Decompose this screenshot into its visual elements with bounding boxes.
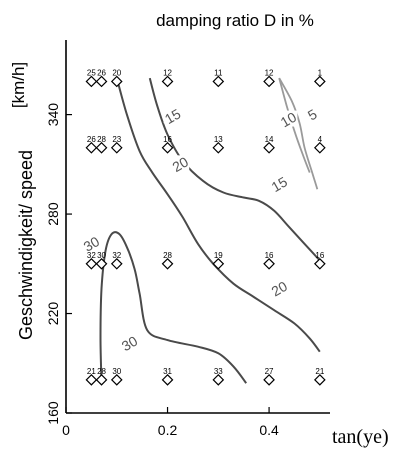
point-value-label: 27 <box>265 367 274 376</box>
point-marker <box>313 373 326 386</box>
point-value-label: 14 <box>265 135 274 144</box>
point-value-label: 4 <box>318 135 323 144</box>
point-value-label: 19 <box>214 251 223 260</box>
point-marker <box>95 373 108 386</box>
contour-label-30: 30 <box>81 233 103 255</box>
point-marker <box>161 75 174 88</box>
contour-line-20 <box>115 77 321 353</box>
point-value-label: 16 <box>315 251 324 260</box>
point-marker <box>110 257 123 270</box>
y-tick-label: 160 <box>45 401 61 425</box>
point-marker <box>313 75 326 88</box>
point-marker <box>313 257 326 270</box>
contour-label-backdrop <box>120 334 139 351</box>
x-tick-label: 0 <box>62 422 70 438</box>
measurement-points: 25 26 20 12 11 12 126 28 23 16 13 14 432 30 32 28 19 16 16… <box>85 68 326 386</box>
x-tick-label: 0.4 <box>259 422 279 438</box>
point-value-label: 26 <box>87 135 96 144</box>
point-marker <box>263 257 275 270</box>
point-marker <box>263 373 275 386</box>
point-marker <box>212 75 225 88</box>
point-marker <box>110 75 123 88</box>
point-value-label: 16 <box>265 251 274 260</box>
point-value-label: 30 <box>112 367 121 376</box>
point-value-label: 28 <box>163 251 172 260</box>
point-value-label: 1 <box>318 68 323 77</box>
x-tick-label: 0.2 <box>158 422 178 438</box>
contour-line-10 <box>278 77 311 173</box>
point-marker <box>95 257 108 270</box>
point-value-label: 12 <box>163 68 172 77</box>
contour-label-10: 10 <box>278 109 300 131</box>
y-tick-label: 220 <box>45 302 61 326</box>
chart-title: damping ratio D in % <box>156 11 314 30</box>
y-tick-label: 280 <box>45 202 61 226</box>
x-axis-label: tan(ye) <box>332 426 389 448</box>
contour-label-backdrop <box>303 105 322 122</box>
point-value-label: 26 <box>97 68 106 77</box>
contour-line-5 <box>278 77 319 190</box>
point-value-label: 33 <box>214 367 223 376</box>
y-axis-label: Geschwindigkeit/ speed <box>16 150 36 340</box>
contour-label-backdrop <box>171 155 190 172</box>
point-marker <box>161 257 174 270</box>
point-marker <box>95 75 108 88</box>
contour-label-15: 15 <box>162 105 184 127</box>
contour-label-backdrop <box>82 234 101 251</box>
y-axis-unit: [km/h] <box>9 62 28 108</box>
point-value-label: 28 <box>97 135 106 144</box>
contour-label-15: 15 <box>268 173 290 195</box>
point-marker <box>85 373 98 386</box>
point-value-label: 12 <box>265 68 274 77</box>
point-marker <box>212 373 225 386</box>
point-value-label: 16 <box>163 135 172 144</box>
contour-label-backdrop <box>279 110 298 127</box>
contour-label-backdrop <box>163 107 182 124</box>
contour-label-20: 20 <box>169 153 191 175</box>
point-value-label: 23 <box>112 135 121 144</box>
point-marker <box>212 141 225 154</box>
contour-line-15 <box>148 77 321 262</box>
point-value-label: 28 <box>97 367 106 376</box>
point-marker <box>85 75 98 88</box>
contour-line-30 <box>99 231 248 384</box>
point-marker <box>110 141 123 154</box>
point-marker <box>263 75 275 88</box>
point-value-label: 21 <box>315 367 324 376</box>
point-value-label: 13 <box>214 135 223 144</box>
contour-label-backdrop <box>270 175 289 192</box>
point-marker <box>313 141 326 154</box>
point-value-label: 32 <box>87 251 96 260</box>
point-marker <box>85 141 98 154</box>
contour-label-30: 30 <box>119 332 141 354</box>
point-marker <box>110 373 123 386</box>
point-marker <box>161 141 174 154</box>
point-marker <box>161 373 174 386</box>
point-marker <box>263 141 275 154</box>
point-marker <box>212 257 225 270</box>
contour-label-20: 20 <box>268 278 290 300</box>
y-tick-label: 340 <box>45 103 61 127</box>
point-value-label: 30 <box>97 251 106 260</box>
point-value-label: 25 <box>87 68 96 77</box>
axes: 0 0.2 0.4 160 220 280 340 <box>45 40 330 438</box>
point-marker <box>85 257 98 270</box>
contour-label-backdrop <box>270 279 289 296</box>
point-value-label: 20 <box>112 68 121 77</box>
point-value-label: 32 <box>112 251 121 260</box>
point-value-label: 21 <box>87 367 96 376</box>
point-marker <box>95 141 108 154</box>
point-value-label: 11 <box>214 68 223 77</box>
point-value-label: 31 <box>163 367 172 376</box>
